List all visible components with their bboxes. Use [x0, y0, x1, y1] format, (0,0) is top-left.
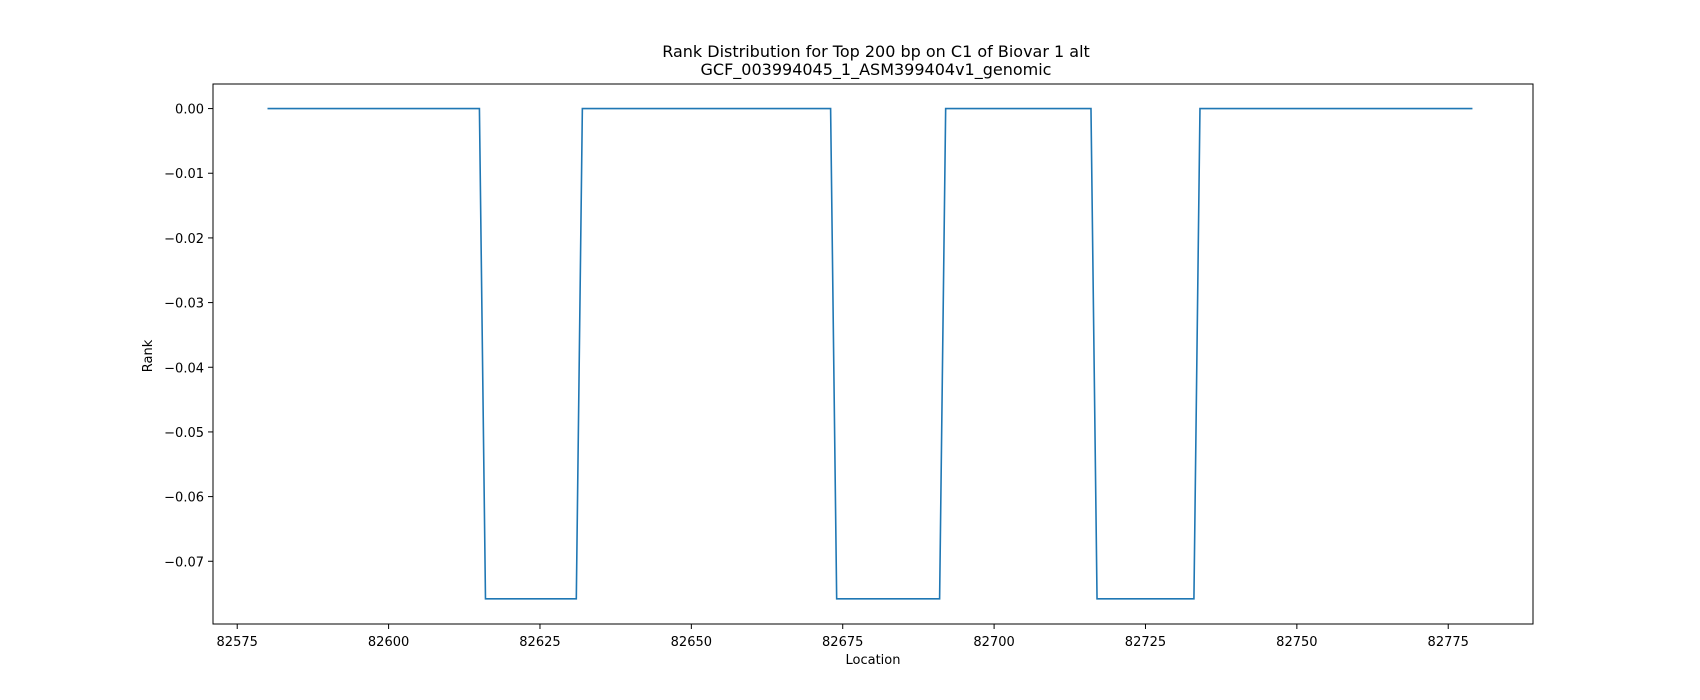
y-tick-label: −0.04 — [164, 361, 204, 376]
chart-title: Rank Distribution for Top 200 bp on C1 o… — [662, 42, 1090, 61]
x-tick-label: 82650 — [671, 635, 712, 650]
y-axis-ticks: 0.00 −0.01 −0.02 −0.03 −0.04 −0.05 −0.06 −0.07 — [164, 103, 213, 570]
x-axis-label: Location — [846, 653, 901, 668]
y-tick-label: −0.06 — [164, 491, 204, 506]
y-tick-label: −0.05 — [164, 426, 204, 441]
x-tick-label: 82725 — [1125, 635, 1166, 650]
y-tick-label: −0.02 — [164, 232, 204, 247]
y-tick-label: −0.03 — [164, 297, 204, 312]
series-line — [267, 107, 1473, 600]
x-tick-label: 82750 — [1276, 635, 1317, 650]
x-tick-label: 82775 — [1428, 635, 1469, 650]
y-tick-label: −0.07 — [164, 555, 204, 570]
y-tick-label: −0.01 — [164, 167, 204, 182]
x-tick-label: 82600 — [368, 635, 409, 650]
x-tick-label: 82625 — [519, 635, 560, 650]
chart-subtitle: GCF_003994045_1_ASM399404v1_genomic — [701, 60, 1052, 80]
x-tick-label: 82675 — [822, 635, 863, 650]
y-axis-label: Rank — [141, 339, 156, 372]
x-axis-ticks: 82575 82600 82625 82650 82675 82700 82725 82750… — [217, 624, 1469, 650]
plot-area-frame — [212, 83, 1534, 625]
x-tick-label: 82700 — [973, 635, 1014, 650]
x-tick-label: 82575 — [217, 635, 258, 650]
y-tick-label: 0.00 — [175, 103, 204, 118]
plot-series — [267, 107, 1473, 600]
